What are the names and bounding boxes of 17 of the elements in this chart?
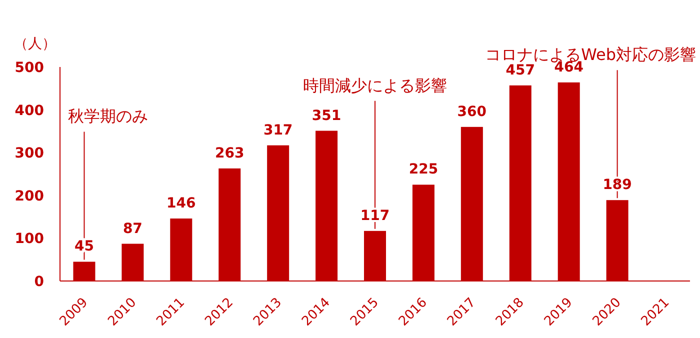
y-tick-label: 0 bbox=[34, 274, 44, 290]
y-tick-label: 100 bbox=[14, 231, 44, 248]
annotation: 秋学期のみ bbox=[68, 106, 148, 126]
annotation: 時間減少による影響 bbox=[303, 76, 447, 95]
y-tick-label: 300 bbox=[14, 146, 44, 162]
data-label: 457 bbox=[506, 62, 535, 78]
data-label: 263 bbox=[215, 145, 244, 162]
data-label: 146 bbox=[166, 196, 196, 212]
data-label: 351 bbox=[312, 108, 342, 124]
y-tick-label: 500 bbox=[14, 60, 44, 76]
data-label: 225 bbox=[408, 162, 438, 178]
data-label: 360 bbox=[457, 104, 487, 120]
y-axis-title: （人） bbox=[14, 36, 56, 52]
data-label: 317 bbox=[263, 122, 293, 138]
y-tick-label: 200 bbox=[14, 188, 44, 204]
data-label: 87 bbox=[122, 220, 142, 237]
y-tick-label: 400 bbox=[14, 102, 44, 119]
